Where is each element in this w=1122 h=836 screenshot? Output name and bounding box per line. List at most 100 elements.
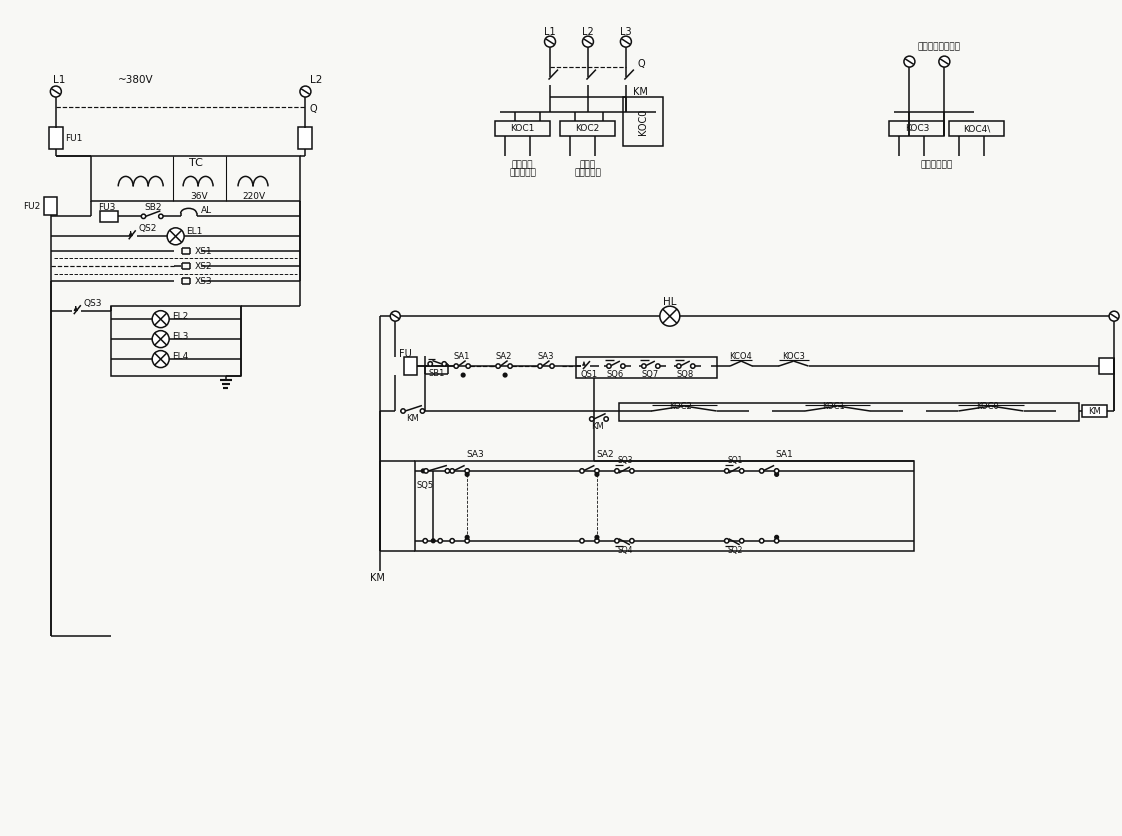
Text: SA3: SA3 (537, 352, 554, 360)
Text: L2: L2 (311, 74, 323, 84)
Text: KOC4\: KOC4\ (963, 125, 991, 134)
Text: TC: TC (188, 159, 203, 168)
Bar (91, 156, 301, 201)
Circle shape (595, 536, 599, 539)
Circle shape (158, 214, 163, 218)
Circle shape (461, 374, 465, 377)
Text: SB1: SB1 (427, 369, 444, 378)
Text: SQ4: SQ4 (617, 546, 633, 555)
Text: HL: HL (663, 297, 677, 307)
Circle shape (660, 306, 680, 326)
Text: KOC3: KOC3 (904, 125, 929, 134)
Bar (49, 127, 63, 150)
Text: ~380V: ~380V (118, 74, 154, 84)
Circle shape (604, 417, 608, 421)
Circle shape (595, 538, 599, 543)
Text: SQ3: SQ3 (617, 456, 633, 466)
Text: QS2: QS2 (139, 224, 157, 232)
Circle shape (466, 472, 469, 477)
Circle shape (167, 228, 184, 245)
Bar (623, 96, 663, 146)
Text: KM: KM (406, 414, 419, 422)
Bar (619, 403, 1079, 421)
Circle shape (550, 364, 554, 369)
Text: 接大车电动机: 接大车电动机 (921, 160, 953, 169)
Text: 接小车: 接小车 (579, 160, 596, 169)
Text: EL1: EL1 (186, 227, 203, 236)
Circle shape (544, 36, 555, 47)
Circle shape (466, 536, 469, 539)
Circle shape (454, 364, 459, 369)
Text: SQ7: SQ7 (642, 370, 659, 379)
Text: KOC3: KOC3 (782, 352, 806, 360)
Circle shape (677, 364, 681, 369)
Text: QS1: QS1 (580, 370, 598, 379)
Text: 凸轮控制器: 凸轮控制器 (509, 168, 536, 177)
Text: FU: FU (399, 349, 412, 359)
Circle shape (50, 86, 62, 97)
Circle shape (725, 538, 729, 543)
Text: EL3: EL3 (172, 332, 188, 340)
Circle shape (153, 331, 169, 348)
Text: KOC1: KOC1 (511, 125, 535, 134)
Circle shape (775, 472, 779, 477)
Bar (100, 211, 118, 222)
Text: L3: L3 (620, 27, 632, 37)
Circle shape (442, 362, 447, 366)
Text: FU2: FU2 (24, 201, 40, 211)
Circle shape (580, 469, 585, 473)
Text: XS1: XS1 (194, 247, 212, 256)
Circle shape (153, 350, 169, 368)
Text: EL4: EL4 (172, 352, 187, 360)
Circle shape (508, 364, 513, 369)
Text: SA2: SA2 (596, 451, 614, 460)
Circle shape (153, 311, 169, 328)
Text: XS3: XS3 (194, 277, 212, 286)
Circle shape (774, 469, 779, 473)
Text: SA1: SA1 (775, 451, 793, 460)
Text: QS3: QS3 (84, 298, 102, 308)
Text: 接副卷扬: 接副卷扬 (512, 160, 533, 169)
Text: SQ5: SQ5 (416, 482, 434, 491)
Bar (415, 461, 914, 551)
Bar (45, 197, 57, 216)
Circle shape (775, 536, 779, 539)
Text: Q: Q (310, 104, 318, 114)
Circle shape (760, 469, 764, 473)
Text: SA3: SA3 (467, 451, 484, 460)
Circle shape (422, 469, 425, 472)
Circle shape (496, 364, 500, 369)
Circle shape (760, 538, 764, 543)
Text: L1: L1 (53, 74, 65, 84)
Circle shape (300, 86, 311, 97)
Circle shape (537, 364, 542, 369)
Bar (298, 127, 312, 150)
Text: Q: Q (637, 59, 645, 69)
Text: KCO4: KCO4 (729, 352, 752, 360)
Text: SA1: SA1 (454, 352, 470, 360)
Text: FU1: FU1 (65, 134, 82, 143)
Circle shape (620, 36, 632, 47)
Circle shape (390, 311, 401, 321)
Circle shape (939, 56, 950, 67)
Circle shape (580, 538, 585, 543)
Text: KOC0: KOC0 (976, 401, 999, 410)
Text: KM: KM (591, 422, 605, 431)
Circle shape (582, 36, 594, 47)
Text: KM: KM (1087, 406, 1101, 415)
Circle shape (141, 214, 146, 218)
Text: SQ6: SQ6 (606, 370, 624, 379)
Circle shape (615, 469, 619, 473)
Circle shape (465, 469, 469, 473)
Text: KOC2: KOC2 (669, 401, 691, 410)
Text: SQ1: SQ1 (727, 456, 743, 466)
Circle shape (450, 538, 454, 543)
Bar (404, 357, 416, 375)
Text: L2: L2 (582, 27, 594, 37)
Circle shape (423, 538, 427, 543)
Circle shape (424, 469, 429, 473)
Circle shape (690, 364, 695, 369)
Text: 接大车凸轮控制器: 接大车凸轮控制器 (918, 42, 960, 51)
Circle shape (421, 409, 424, 413)
Circle shape (904, 56, 914, 67)
